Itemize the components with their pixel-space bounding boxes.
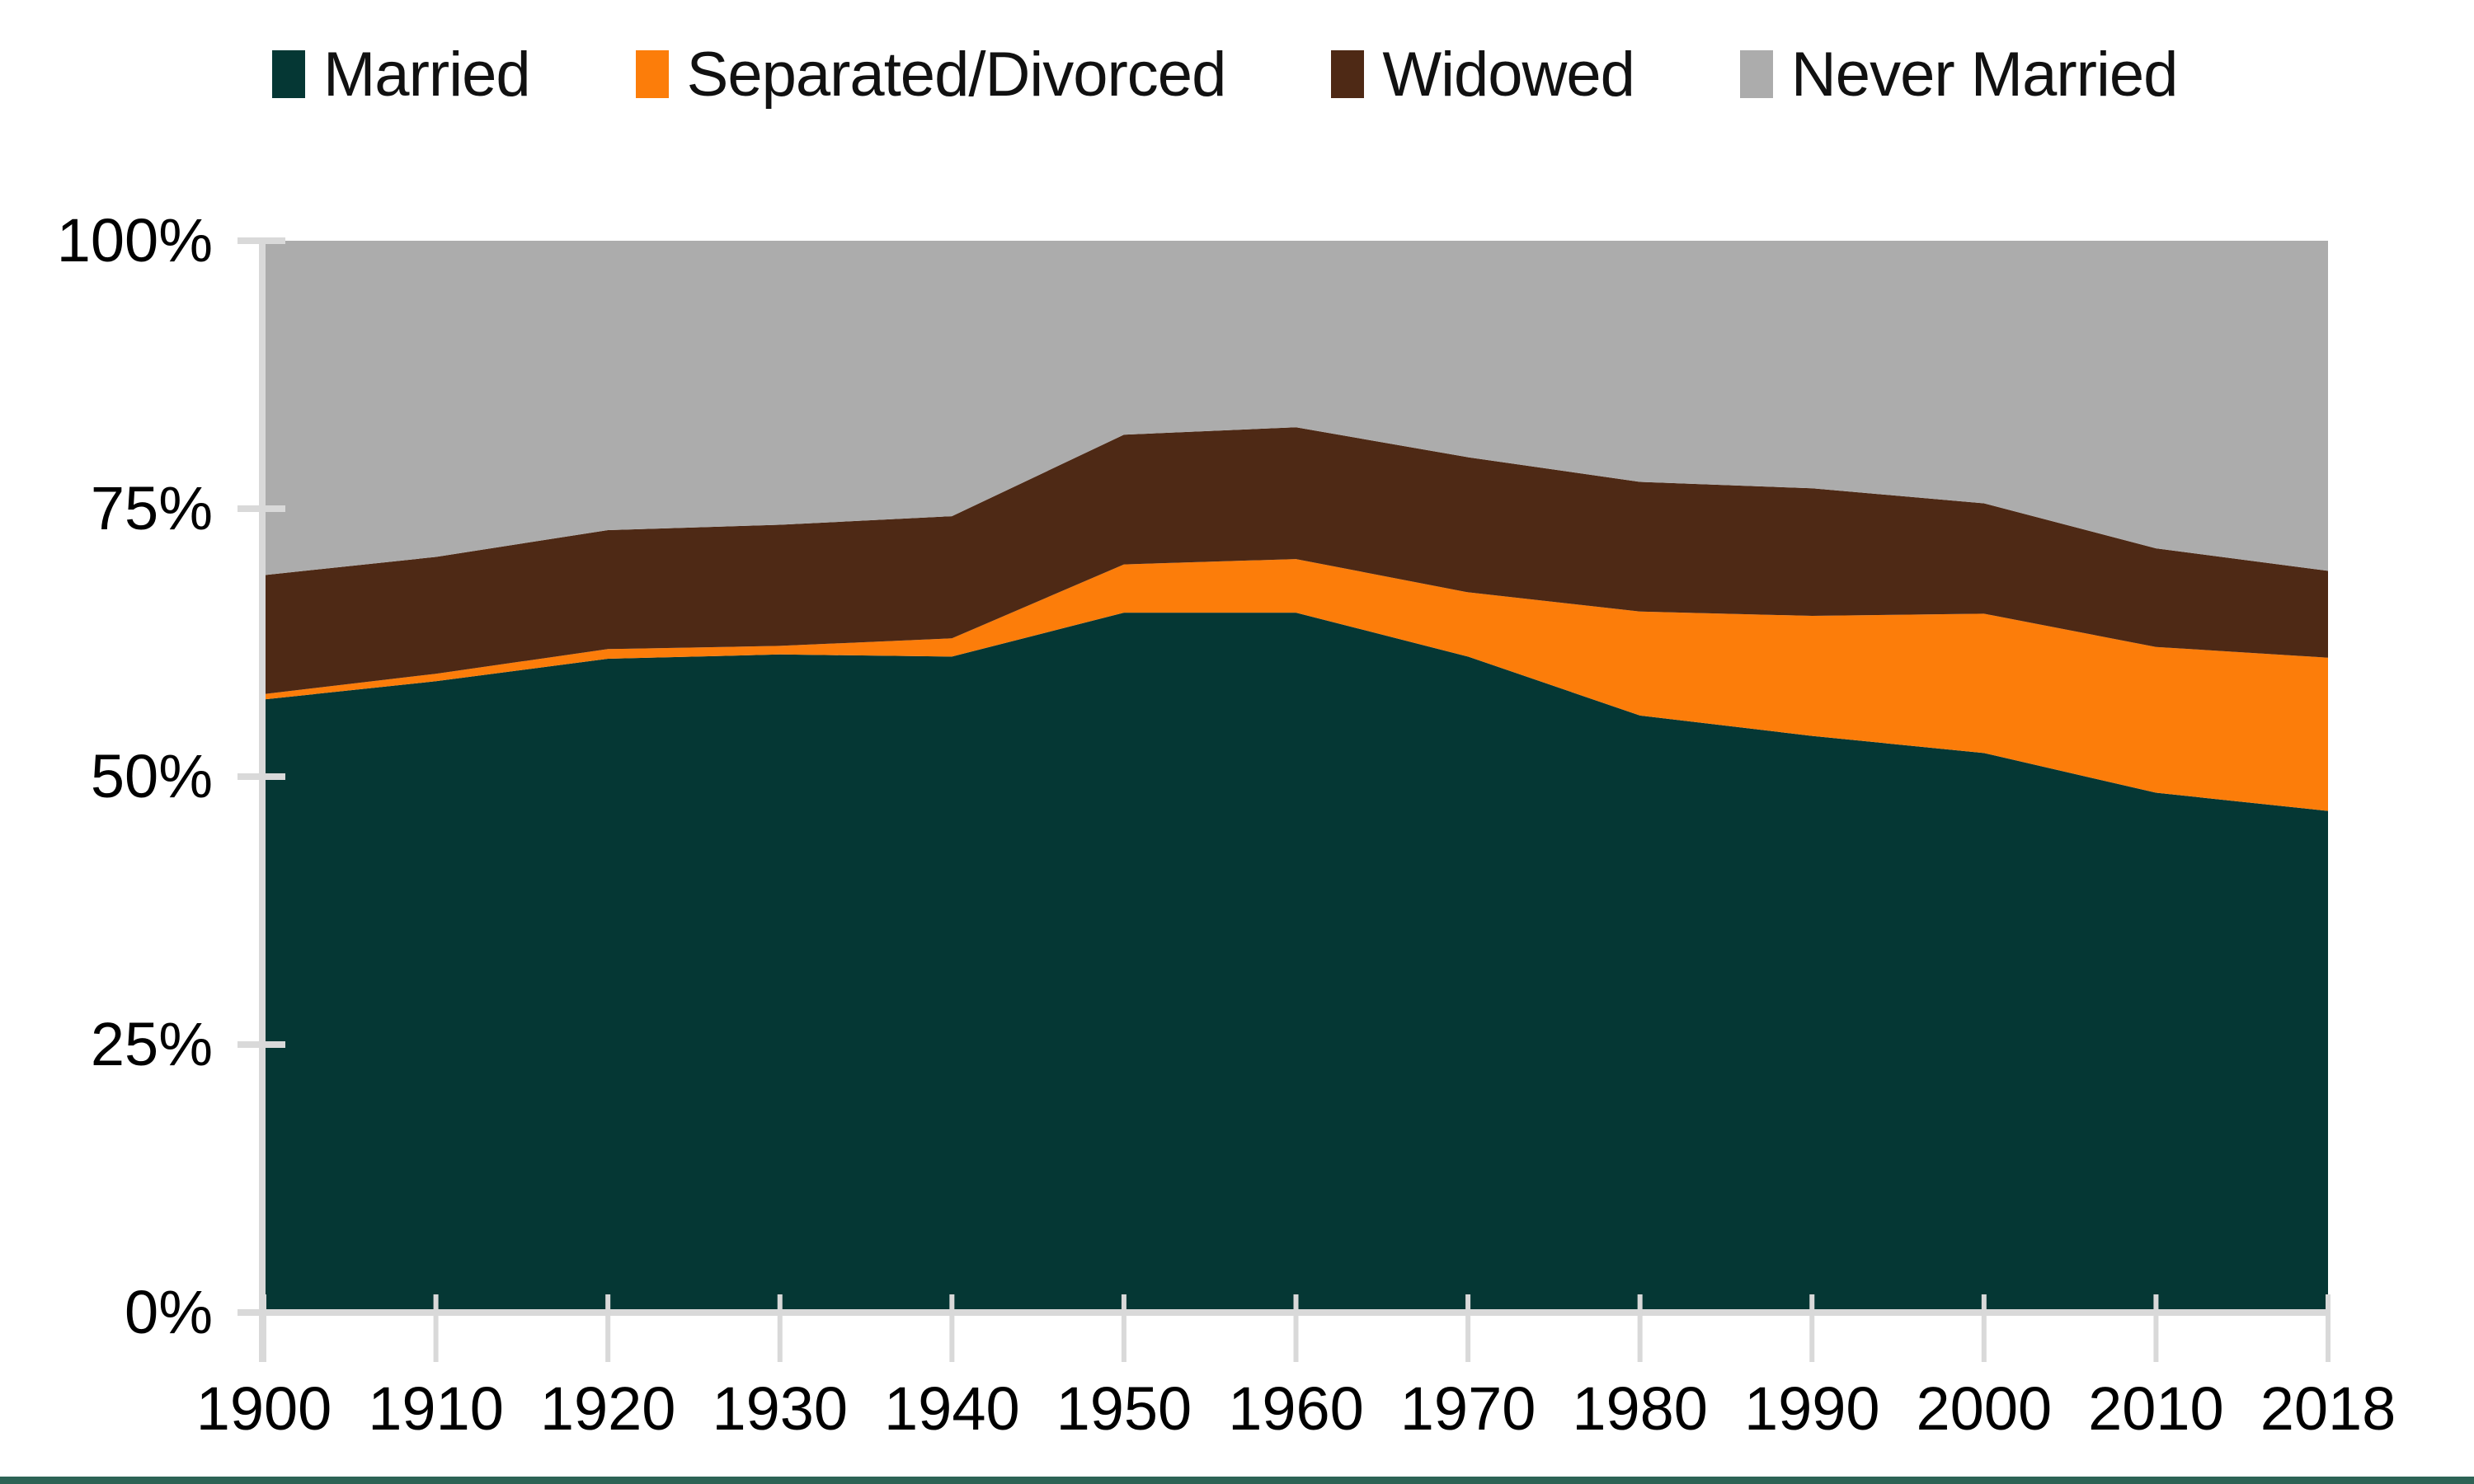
- legend-label: Widowed: [1382, 39, 1635, 110]
- x-tick-mark: [1809, 1294, 1815, 1362]
- x-tick-mark: [949, 1294, 955, 1362]
- legend-label: Never Married: [1790, 39, 2178, 110]
- legend-swatch-icon: [635, 50, 669, 98]
- x-axis-tick-label: 1940: [884, 1374, 1020, 1443]
- x-tick-mark: [2326, 1294, 2331, 1362]
- x-tick-mark: [1981, 1294, 1987, 1362]
- x-tick-mark: [1465, 1294, 1471, 1362]
- legend-item-widowed: Widowed: [1331, 39, 1635, 110]
- x-axis-tick-label: 1960: [1228, 1374, 1364, 1443]
- x-axis-tick-label: 1920: [539, 1374, 676, 1443]
- x-tick-mark: [1637, 1294, 1643, 1362]
- x-axis-tick-label: 1970: [1399, 1374, 1536, 1443]
- y-axis-line: [259, 241, 266, 1362]
- y-axis-tick-label: 75%: [90, 474, 213, 542]
- y-axis-tick-label: 25%: [90, 1010, 213, 1078]
- y-axis-tick-label: 0%: [125, 1278, 213, 1346]
- x-axis-tick-label: 2018: [2260, 1374, 2396, 1443]
- y-axis-tick-label: 100%: [56, 206, 213, 275]
- x-tick-mark: [261, 1294, 266, 1362]
- legend-item-never-married: Never Married: [1739, 39, 2178, 110]
- x-axis-line: [238, 1309, 2328, 1316]
- x-tick-mark: [777, 1294, 783, 1362]
- x-axis-tick-label: 2010: [2088, 1374, 2224, 1443]
- legend-label: Married: [323, 39, 531, 110]
- legend-swatch-icon: [1331, 50, 1365, 98]
- x-tick-mark: [433, 1294, 439, 1362]
- legend-swatch-icon: [1739, 50, 1773, 98]
- x-axis-tick-label: 1930: [712, 1374, 849, 1443]
- x-axis-tick-label: 1950: [1056, 1374, 1192, 1443]
- legend-label: Separated/Divorced: [686, 39, 1227, 110]
- footer-accent-bar: [0, 1477, 2474, 1484]
- x-tick-mark: [605, 1294, 611, 1362]
- area-never-married: [264, 241, 2328, 575]
- x-tick-mark: [2153, 1294, 2159, 1362]
- area-married: [264, 613, 2328, 1313]
- area-widowed: [264, 427, 2328, 694]
- legend-swatch-icon: [272, 50, 305, 98]
- area-separated-divorced: [264, 559, 2328, 811]
- x-axis-tick-label: 1910: [368, 1374, 504, 1443]
- x-axis-tick-label: 1990: [1743, 1374, 1880, 1443]
- x-axis-tick-label: 1900: [195, 1374, 332, 1443]
- x-axis-tick-label: 2000: [1916, 1374, 2053, 1443]
- y-axis-tick-label: 50%: [90, 742, 213, 810]
- x-axis-tick-label: 1980: [1572, 1374, 1708, 1443]
- legend-item-separated-divorced: Separated/Divorced: [635, 39, 1227, 110]
- x-tick-mark: [1121, 1294, 1126, 1362]
- x-tick-mark: [1293, 1294, 1299, 1362]
- legend-item-married: Married: [272, 39, 531, 110]
- legend: Married Separated/Divorced Widowed Never Ma…: [272, 33, 2178, 115]
